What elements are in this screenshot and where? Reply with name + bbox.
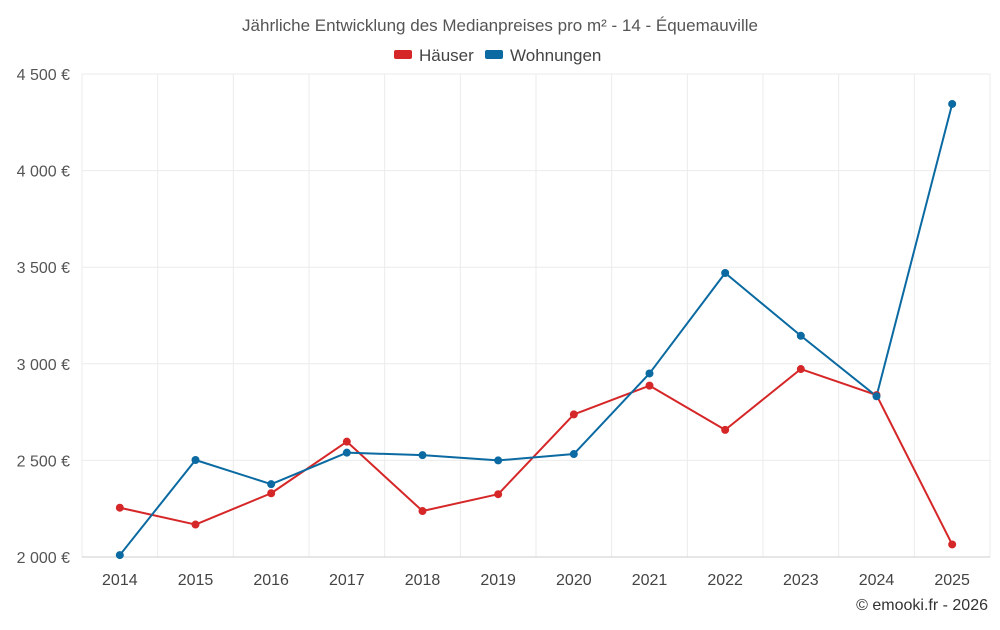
data-point-wohnungen[interactable] (494, 456, 503, 465)
legend-label-wohnungen: Wohnungen (510, 46, 601, 65)
data-point-wohnungen[interactable] (569, 450, 578, 459)
y-tick-label: 3 500 € (17, 260, 70, 277)
y-tick-label: 4 500 € (17, 67, 70, 84)
data-point-wohnungen[interactable] (115, 551, 124, 560)
data-point-wohnungen[interactable] (267, 480, 276, 489)
data-point-hauser[interactable] (796, 365, 805, 374)
legend: Häuser Wohnungen (394, 46, 601, 65)
series-line-hauser (118, 368, 954, 546)
series-points (115, 99, 957, 560)
x-tick-label: 2017 (329, 572, 365, 589)
x-tick-label: 2020 (556, 572, 592, 589)
x-axis: 2014 2015 2016 2017 2018 2019 2020 2021 2022 2023… (82, 556, 990, 589)
y-tick-label: 4 000 € (17, 164, 70, 181)
y-tick-label: 2 000 € (17, 550, 70, 567)
data-point-wohnungen[interactable] (872, 392, 881, 401)
data-point-wohnungen[interactable] (191, 456, 200, 465)
data-point-wohnungen[interactable] (721, 268, 730, 277)
y-tick-label: 3 000 € (17, 357, 70, 374)
chart-title: Jährliche Entwicklung des Medianpreises … (242, 16, 758, 35)
data-point-hauser[interactable] (191, 520, 200, 529)
x-tick-label: 2022 (707, 572, 743, 589)
data-point-hauser[interactable] (494, 490, 503, 499)
y-axis: 2 000 € 2 500 € 3 000 € 3 500 € 4 000 € 4 500… (17, 67, 70, 567)
legend-swatch-hauser (394, 50, 412, 59)
data-point-hauser[interactable] (267, 489, 276, 498)
series-line-wohnungen (118, 102, 954, 557)
x-tick-label: 2021 (632, 572, 668, 589)
data-point-hauser[interactable] (948, 540, 957, 549)
data-point-hauser[interactable] (418, 507, 427, 516)
x-tick-label: 2018 (405, 572, 441, 589)
x-tick-label: 2014 (102, 572, 138, 589)
series-lines (118, 102, 954, 557)
data-point-wohnungen[interactable] (948, 99, 957, 108)
data-point-hauser[interactable] (645, 381, 654, 390)
data-point-wohnungen[interactable] (645, 369, 654, 378)
legend-item-hauser[interactable]: Häuser (394, 46, 474, 65)
data-point-hauser[interactable] (569, 410, 578, 419)
data-point-hauser[interactable] (115, 503, 124, 512)
data-point-wohnungen[interactable] (418, 451, 427, 460)
gridlines (81, 73, 991, 557)
x-tick-label: 2023 (783, 572, 819, 589)
x-tick-label: 2025 (934, 572, 970, 589)
data-point-hauser[interactable] (721, 425, 730, 434)
x-tick-label: 2015 (178, 572, 214, 589)
legend-item-wohnungen[interactable]: Wohnungen (485, 46, 601, 65)
x-tick-label: 2024 (859, 572, 895, 589)
data-point-wohnungen[interactable] (796, 331, 805, 340)
x-tick-label: 2016 (253, 572, 289, 589)
data-point-hauser[interactable] (342, 437, 351, 446)
credit-text: © emooki.fr - 2026 (856, 597, 988, 614)
y-tick-label: 2 500 € (17, 453, 70, 470)
legend-swatch-wohnungen (485, 50, 503, 59)
legend-label-hauser: Häuser (419, 46, 474, 65)
data-point-wohnungen[interactable] (342, 448, 351, 457)
x-tick-label: 2019 (480, 572, 516, 589)
